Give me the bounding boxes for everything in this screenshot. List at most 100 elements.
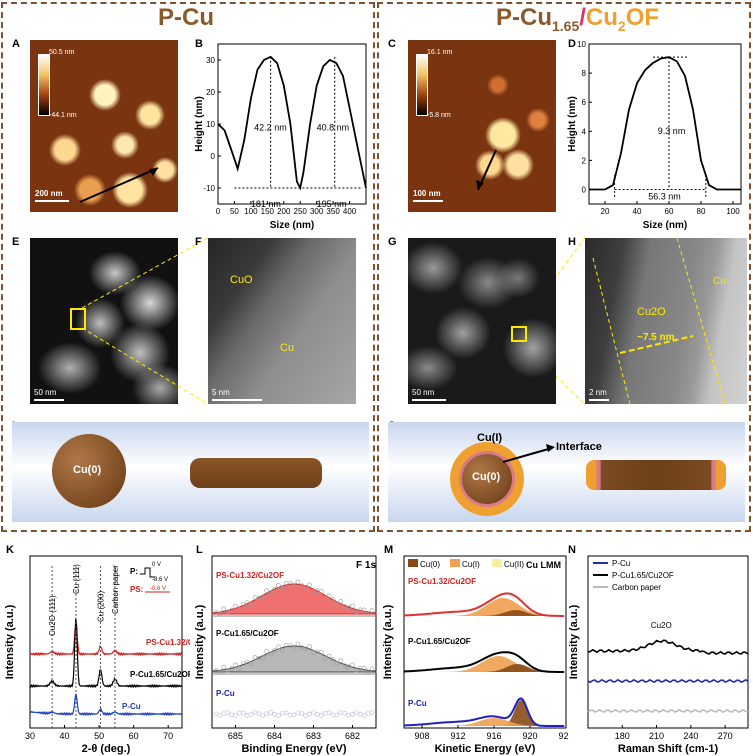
legend-label: Cu(0) [420, 560, 440, 569]
x-tick-label: 80 [697, 207, 706, 216]
annotation-b-width1: 181 nm [251, 199, 281, 209]
legend-swatch [492, 559, 502, 567]
data-point [354, 668, 359, 673]
data-point [346, 713, 351, 718]
data-point [213, 711, 219, 717]
data-point [221, 606, 227, 612]
plot-frame [403, 555, 567, 729]
label-cu-h: Cu [713, 276, 726, 287]
x-tick-label: 682 [345, 731, 360, 741]
peak-label-1: Cu (111) [72, 564, 81, 594]
component-area [404, 718, 566, 726]
data-point [244, 659, 250, 665]
panel-label-g: G [388, 236, 397, 248]
data-point [221, 664, 227, 670]
data-point [264, 711, 269, 717]
data-point [276, 583, 281, 588]
data-point [330, 712, 336, 718]
x-tick-label: 40 [60, 731, 70, 741]
height-profile-line [217, 55, 367, 191]
xrd-trace-0 [29, 622, 183, 657]
data-point [229, 666, 234, 671]
data-point [315, 712, 320, 717]
data-point [311, 710, 316, 715]
x-axis-label: Raman Shift (cm-1) [618, 743, 719, 755]
raman-trace-0 [587, 678, 749, 684]
y-tick-label: 6 [582, 98, 587, 107]
data-point [326, 710, 332, 716]
x-tick-label: 30 [25, 731, 35, 741]
data-point [369, 710, 375, 715]
right-dashed-frame [377, 2, 751, 532]
x-tick-label: 270 [718, 731, 733, 741]
data-point [369, 608, 375, 613]
x-tick-label: 180 [615, 731, 630, 741]
data-point [225, 668, 231, 673]
data-point [361, 607, 367, 613]
afm-colorbar-c [416, 54, 428, 116]
x-tick-label: 50 [230, 207, 239, 216]
tem-image-e: 50 nm [30, 238, 178, 404]
scale-bar-g [412, 399, 446, 401]
y-tick-label: 20 [206, 88, 215, 97]
x-axis-label: Kinetic Energy (eV) [435, 743, 536, 755]
data-point [240, 661, 246, 666]
data-point [291, 583, 297, 589]
series-label-m-1: P-Cu1.65/Cu2OF [408, 637, 471, 646]
peak-label-2: Cu (200) [96, 591, 105, 622]
series-label-l-0: PS-Cu1.32/Cu2OF [216, 571, 284, 580]
data-point [280, 647, 285, 653]
cu0-label-i: Cu(0) [73, 464, 102, 476]
afm-colorbar-a [38, 54, 50, 116]
component-area [404, 664, 566, 672]
x-tick-label: 683 [306, 731, 321, 741]
data-point [361, 713, 367, 718]
cu0-particle-i [52, 434, 126, 508]
inset-ps-label: PS: [130, 585, 143, 594]
legend-label: Cu(II) [504, 560, 524, 569]
xrd-trace-1 [29, 617, 183, 689]
x-tick-label: 250 [294, 207, 308, 216]
annotation-b-height2: 40.8 nm [317, 122, 350, 132]
data-point [326, 593, 332, 599]
peak-label-0: Cu2O (111) [48, 595, 57, 636]
data-point [233, 712, 238, 718]
annotation-b-height1: 42.2 nm [254, 122, 287, 132]
envelope-trace-0 [403, 592, 565, 617]
afm-scale-top-c: 16.1 nm [427, 49, 453, 56]
line-profile-arrow-c [476, 149, 497, 191]
scale-bar-f [212, 399, 262, 401]
data-point [240, 710, 246, 716]
data-point [276, 713, 281, 718]
roi-box-e [70, 308, 86, 330]
data-point [354, 609, 359, 615]
legend-label: Cu(I) [462, 560, 480, 569]
data-point [350, 711, 355, 717]
data-point [322, 711, 328, 716]
title-right: P-Cu1.65/Cu2OF [496, 4, 660, 34]
plot-frame [587, 555, 749, 729]
data-point [365, 670, 371, 675]
data-point [276, 644, 281, 650]
data-point [217, 713, 223, 718]
cu-rod-i [190, 458, 322, 488]
x-tick-label: 60 [665, 207, 674, 216]
data-point [299, 711, 305, 716]
plot-frame [211, 555, 377, 729]
x-tick-label: 150 [261, 207, 275, 216]
data-point [260, 594, 266, 600]
data-point [268, 590, 273, 596]
data-point [268, 710, 273, 715]
x-tick-label: 240 [683, 731, 698, 741]
series-label-l-2: P-Cu [216, 689, 235, 698]
chart-k: 30 40 50 60 70 2-θ (deg.) Intensity (a.u.) Cu2O… [4, 555, 190, 755]
cu0-label-j: Cu(0) [472, 471, 501, 483]
raman-trace-2 [587, 708, 749, 714]
data-point [319, 589, 324, 594]
scale-label-g: 50 nm [412, 388, 435, 397]
line-profile-arrow-a [79, 167, 159, 203]
panel-label-e: E [12, 236, 20, 248]
data-point [248, 712, 254, 717]
legend-label-n-2: Carbon paper [612, 583, 661, 592]
data-point [287, 643, 293, 648]
